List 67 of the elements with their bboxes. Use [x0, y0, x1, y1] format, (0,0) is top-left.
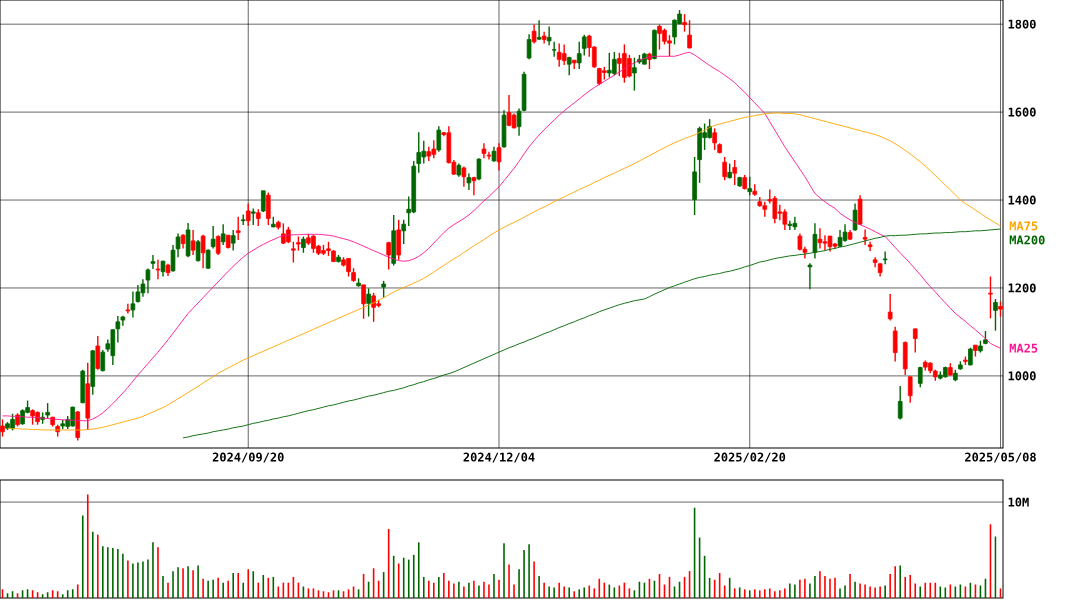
candlestick: [551, 41, 557, 58]
candlestick: [852, 202, 858, 232]
candlestick: [581, 34, 587, 57]
series-label: MA75: [1009, 221, 1038, 231]
x-tick-label: 2025/02/20: [714, 452, 786, 463]
candlestick: [732, 159, 738, 186]
candlestick: [862, 228, 868, 246]
y-tick-label: 1400: [1008, 195, 1036, 205]
candlestick: [195, 239, 201, 263]
x-tick-label: 2025/05/08: [965, 452, 1036, 463]
candlestick: [266, 191, 271, 226]
candlestick: [526, 33, 532, 61]
candlestick: [95, 335, 101, 371]
candlestick: [807, 262, 813, 290]
x-tick-label: 2024/09/20: [212, 452, 284, 463]
candlestick: [546, 25, 552, 46]
candlestick: [887, 293, 893, 322]
candlestick: [145, 267, 151, 294]
y-tick-label: 1600: [1008, 107, 1036, 117]
candlestick: [561, 43, 567, 66]
candlestick: [993, 298, 998, 332]
candlestick: [817, 227, 823, 250]
candlestick: [496, 142, 502, 172]
candlestick: [125, 303, 131, 315]
candlestick: [722, 156, 727, 181]
candlestick: [291, 241, 296, 264]
candlestick: [416, 131, 422, 174]
candlestick: [867, 241, 873, 252]
y-tick-label: 10M: [1008, 497, 1029, 507]
candlestick: [230, 229, 236, 252]
candlestick: [155, 259, 161, 280]
candlestick: [882, 250, 888, 265]
candlestick: [150, 254, 156, 270]
x-tick-label: 2024/12/04: [463, 452, 535, 463]
candlestick: [747, 176, 753, 196]
candlestick: [235, 216, 241, 241]
candlestick: [190, 229, 196, 256]
candlestick: [576, 41, 582, 70]
candlestick: [787, 220, 793, 231]
candlestick: [897, 385, 903, 421]
series-label: MA200: [1009, 235, 1045, 245]
candlestick: [912, 328, 918, 354]
candlestick: [436, 125, 442, 153]
y-tick-label: 1800: [1008, 19, 1036, 29]
candlestick: [516, 107, 522, 137]
candlestick: [366, 287, 371, 318]
candlestick: [245, 202, 251, 227]
candlestick: [531, 23, 537, 45]
candlestick: [401, 219, 407, 245]
candlestick: [907, 376, 913, 404]
candlestick: [687, 19, 692, 50]
candlestick: [260, 190, 266, 213]
candlestick: [220, 223, 226, 246]
candlestick: [215, 234, 221, 256]
candlestick: [200, 234, 206, 269]
candlestick: [892, 325, 898, 363]
series-label: MA25: [1009, 343, 1038, 353]
candlestick: [712, 127, 717, 151]
candlestick: [130, 290, 136, 319]
candlestick: [386, 241, 391, 271]
y-tick-label: 1200: [1008, 283, 1036, 293]
candlestick: [988, 275, 993, 319]
y-tick-label: 1000: [1008, 371, 1036, 381]
candlestick: [210, 225, 216, 250]
candlestick: [361, 284, 366, 320]
candlestick: [632, 56, 637, 92]
candlestick: [100, 349, 106, 373]
